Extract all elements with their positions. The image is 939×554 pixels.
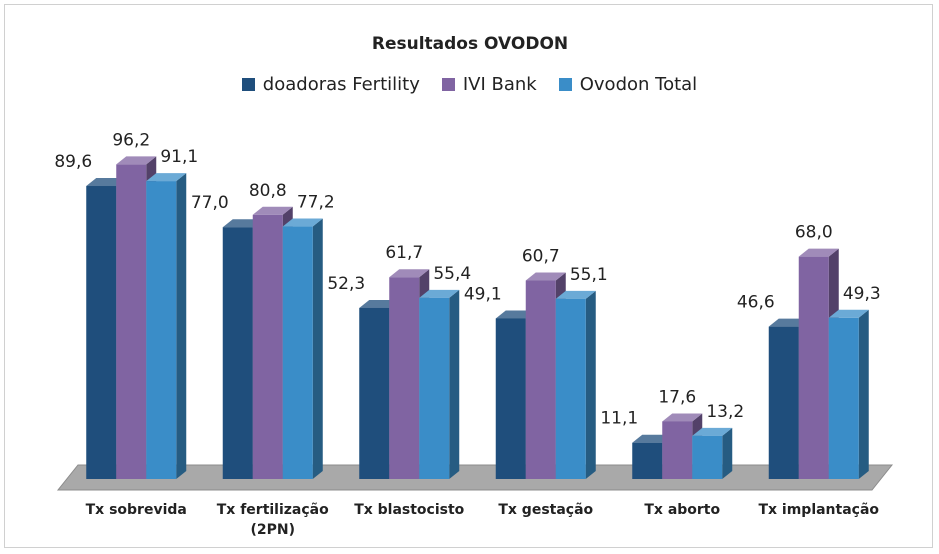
x-tick-label: Tx implantação xyxy=(758,502,880,518)
bar-side xyxy=(722,427,733,479)
bar-side xyxy=(176,173,187,479)
data-label: 80,8 xyxy=(249,181,287,201)
bar xyxy=(768,326,799,479)
bar-top xyxy=(146,173,187,182)
legend: doadoras Fertility IVI Bank Ovodon Total xyxy=(0,74,939,95)
bar-top xyxy=(662,413,703,422)
bar xyxy=(495,318,526,479)
x-tick-label: Tx blastocisto xyxy=(354,502,465,518)
bar-top xyxy=(692,427,733,436)
bar xyxy=(662,421,693,479)
data-label: 96,2 xyxy=(112,130,150,150)
data-label: 68,0 xyxy=(795,223,833,243)
bar-top xyxy=(252,206,293,215)
legend-swatch xyxy=(241,78,255,91)
bar xyxy=(555,298,586,479)
legend-label: IVI Bank xyxy=(462,74,537,95)
legend-label: Ovodon Total xyxy=(579,74,698,95)
data-label: 46,6 xyxy=(737,293,775,313)
legend-item: IVI Bank xyxy=(441,74,537,95)
bar xyxy=(282,226,313,479)
bar-side xyxy=(312,218,323,479)
bar-side xyxy=(858,309,869,479)
data-label: 11,1 xyxy=(600,409,638,429)
bar xyxy=(798,256,829,479)
data-label: 55,1 xyxy=(570,265,608,285)
data-label: 49,1 xyxy=(464,284,502,304)
bar-side xyxy=(585,290,596,479)
bar-top xyxy=(282,218,323,227)
legend-item: doadoras Fertility xyxy=(241,74,420,95)
bar xyxy=(632,442,663,479)
legend-label: doadoras Fertility xyxy=(262,74,420,95)
legend-swatch xyxy=(441,78,455,91)
bar xyxy=(222,227,253,479)
x-tick-label: Tx aborto xyxy=(644,502,721,518)
bar-top xyxy=(389,269,430,278)
bar-top xyxy=(525,272,566,281)
data-label: 52,3 xyxy=(327,274,365,294)
data-label: 77,2 xyxy=(297,193,335,213)
x-tick-label: Tx sobrevida xyxy=(85,502,187,518)
bar xyxy=(252,214,283,479)
chart-title: Resultados OVODON xyxy=(372,34,568,54)
data-label: 49,3 xyxy=(843,284,881,304)
data-label: 61,7 xyxy=(385,243,423,263)
bar-top xyxy=(419,289,460,298)
bar xyxy=(419,297,450,479)
bar xyxy=(146,181,177,479)
bar xyxy=(828,317,859,479)
bar-side xyxy=(449,289,460,479)
data-label: 91,1 xyxy=(160,147,198,167)
data-label: 89,6 xyxy=(54,152,92,172)
x-tick-label: Tx gestação xyxy=(498,502,594,518)
bar xyxy=(116,164,147,479)
data-label: 17,6 xyxy=(658,387,696,407)
x-tick-label: Tx fertilização (2PN) xyxy=(216,502,329,538)
bar-top xyxy=(116,156,157,165)
legend-item: Ovodon Total xyxy=(558,74,698,95)
bar xyxy=(359,307,390,479)
bar xyxy=(86,186,117,479)
chart-frame xyxy=(4,4,933,548)
bar-top xyxy=(828,309,869,318)
bar-top xyxy=(555,290,596,299)
bar xyxy=(525,280,556,479)
bar-top xyxy=(798,248,839,257)
data-label: 77,0 xyxy=(191,193,229,213)
data-label: 55,4 xyxy=(433,264,471,284)
legend-swatch xyxy=(558,78,572,91)
data-label: 60,7 xyxy=(522,247,560,267)
bar xyxy=(692,435,723,479)
data-label: 13,2 xyxy=(706,402,744,422)
bar xyxy=(389,277,420,479)
